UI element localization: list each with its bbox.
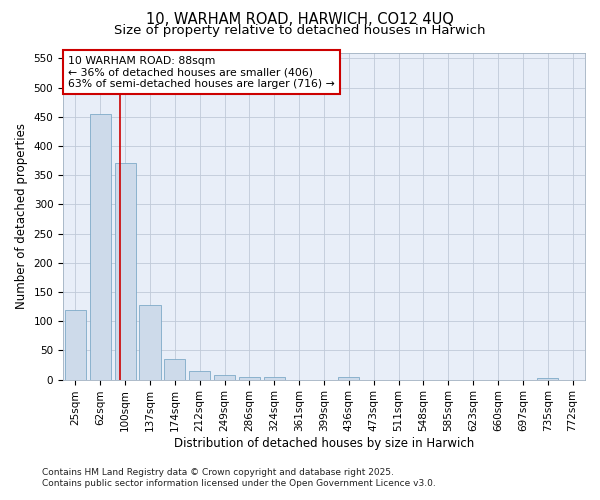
Bar [214,375,235,380]
Text: Contains HM Land Registry data © Crown copyright and database right 2025.
Contai: Contains HM Land Registry data © Crown c… [42,468,436,487]
Bar [189,371,210,380]
Bar [65,310,86,380]
X-axis label: Distribution of detached houses by size in Harwich: Distribution of detached houses by size … [174,437,474,450]
Bar [115,164,136,380]
Bar [139,305,161,380]
Text: Size of property relative to detached houses in Harwich: Size of property relative to detached ho… [114,24,486,37]
Y-axis label: Number of detached properties: Number of detached properties [15,123,28,309]
Text: 10, WARHAM ROAD, HARWICH, CO12 4UQ: 10, WARHAM ROAD, HARWICH, CO12 4UQ [146,12,454,28]
Bar [264,378,285,380]
Bar [239,376,260,380]
Bar [338,378,359,380]
Text: 10 WARHAM ROAD: 88sqm
← 36% of detached houses are smaller (406)
63% of semi-det: 10 WARHAM ROAD: 88sqm ← 36% of detached … [68,56,335,89]
Bar [90,114,111,380]
Bar [164,359,185,380]
Bar [537,378,558,380]
